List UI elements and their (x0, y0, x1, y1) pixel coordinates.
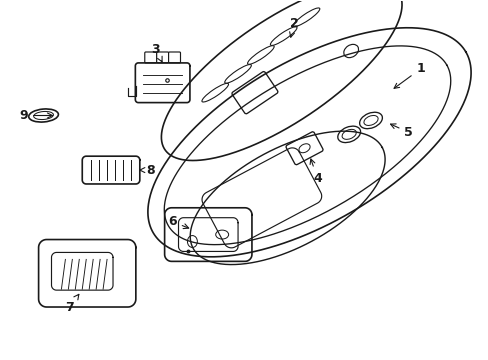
Text: 4: 4 (309, 159, 321, 185)
Ellipse shape (215, 230, 228, 239)
FancyBboxPatch shape (156, 52, 168, 63)
Ellipse shape (270, 27, 296, 45)
Ellipse shape (359, 112, 382, 129)
Text: 1: 1 (393, 62, 424, 88)
Text: 3: 3 (151, 42, 162, 62)
Text: 5: 5 (390, 124, 412, 139)
Ellipse shape (342, 129, 356, 139)
FancyBboxPatch shape (168, 52, 180, 63)
Ellipse shape (202, 84, 228, 102)
Ellipse shape (224, 64, 251, 83)
Ellipse shape (34, 112, 53, 120)
Ellipse shape (29, 109, 58, 122)
FancyBboxPatch shape (231, 72, 277, 114)
Ellipse shape (187, 235, 197, 247)
Ellipse shape (298, 144, 309, 153)
Ellipse shape (247, 46, 274, 64)
Text: 6: 6 (168, 215, 188, 229)
Text: 8: 8 (140, 163, 155, 176)
Ellipse shape (293, 8, 319, 27)
Text: 2: 2 (289, 17, 298, 37)
FancyBboxPatch shape (285, 132, 323, 165)
Ellipse shape (363, 116, 377, 125)
Ellipse shape (337, 126, 360, 143)
Text: 9: 9 (20, 109, 52, 122)
Ellipse shape (343, 44, 358, 58)
Text: 7: 7 (65, 294, 79, 314)
FancyBboxPatch shape (144, 52, 156, 63)
